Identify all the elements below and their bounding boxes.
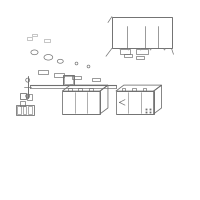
Bar xyxy=(32,34,37,36)
Bar xyxy=(20,101,25,106)
Bar xyxy=(116,91,154,114)
Bar xyxy=(27,94,32,100)
Bar xyxy=(143,88,146,91)
Bar xyxy=(62,91,100,114)
Bar xyxy=(28,106,32,114)
Bar xyxy=(54,73,64,77)
Bar xyxy=(38,70,48,74)
Bar xyxy=(78,88,82,91)
Bar xyxy=(63,75,74,85)
Bar xyxy=(68,88,72,91)
Bar xyxy=(89,88,93,91)
Bar xyxy=(27,37,32,40)
Bar xyxy=(44,39,50,42)
Bar xyxy=(20,93,26,99)
Bar xyxy=(122,88,125,91)
Bar xyxy=(136,49,148,54)
Bar xyxy=(120,49,130,54)
Bar xyxy=(64,76,73,84)
Bar xyxy=(92,78,100,81)
Bar xyxy=(16,105,34,115)
Bar xyxy=(23,106,26,114)
Bar xyxy=(17,106,21,114)
Bar xyxy=(132,88,136,91)
Bar xyxy=(124,54,132,57)
Bar xyxy=(72,76,81,79)
Bar xyxy=(136,56,144,59)
Bar xyxy=(112,17,172,48)
